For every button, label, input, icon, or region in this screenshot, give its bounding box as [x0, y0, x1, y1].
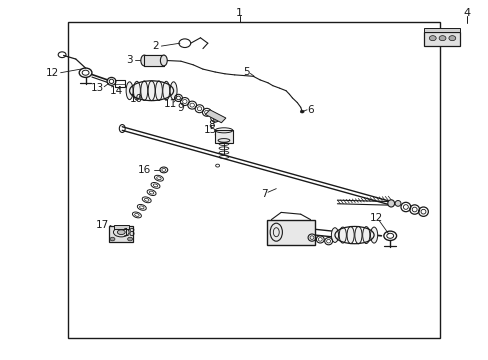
Circle shape — [428, 36, 435, 41]
Ellipse shape — [141, 81, 147, 100]
Bar — [109, 226, 133, 242]
Text: 3: 3 — [126, 55, 133, 66]
Ellipse shape — [331, 228, 338, 242]
Text: 2: 2 — [152, 41, 159, 51]
Text: 13: 13 — [91, 83, 104, 93]
Circle shape — [438, 36, 445, 41]
Ellipse shape — [362, 226, 369, 244]
Circle shape — [448, 36, 455, 41]
Ellipse shape — [170, 82, 177, 100]
Bar — [68, 22, 439, 338]
Text: 4: 4 — [463, 8, 469, 18]
Text: 11: 11 — [163, 99, 177, 109]
Ellipse shape — [126, 82, 133, 100]
Text: 17: 17 — [96, 220, 109, 230]
Ellipse shape — [117, 230, 125, 235]
Ellipse shape — [160, 55, 167, 66]
Bar — [266, 220, 315, 245]
Ellipse shape — [354, 226, 361, 244]
Text: 1: 1 — [236, 8, 243, 18]
Ellipse shape — [387, 200, 394, 207]
Ellipse shape — [148, 81, 155, 100]
Text: 6: 6 — [307, 105, 314, 115]
Bar — [144, 55, 163, 66]
Text: 7: 7 — [260, 189, 267, 199]
Bar — [423, 32, 459, 46]
Circle shape — [300, 110, 304, 113]
Ellipse shape — [339, 227, 346, 243]
Text: 14: 14 — [109, 86, 123, 96]
Text: 9: 9 — [177, 103, 184, 113]
Ellipse shape — [155, 81, 162, 100]
Ellipse shape — [346, 226, 353, 244]
Bar — [205, 110, 225, 123]
Ellipse shape — [141, 55, 147, 66]
Text: 15: 15 — [203, 125, 217, 135]
Text: 16: 16 — [137, 165, 151, 175]
Ellipse shape — [133, 81, 140, 100]
Bar — [423, 28, 459, 32]
Bar — [115, 80, 124, 87]
Ellipse shape — [163, 81, 169, 100]
Ellipse shape — [370, 227, 377, 243]
Text: 12: 12 — [46, 68, 60, 78]
Bar — [114, 225, 128, 229]
Text: 5: 5 — [243, 67, 250, 77]
Text: 18: 18 — [122, 228, 136, 238]
Text: 12: 12 — [369, 213, 383, 223]
Text: 8: 8 — [208, 120, 215, 130]
Text: 10: 10 — [129, 94, 142, 104]
Circle shape — [110, 237, 115, 241]
Circle shape — [127, 237, 132, 241]
Ellipse shape — [394, 201, 400, 206]
Bar — [215, 130, 232, 143]
